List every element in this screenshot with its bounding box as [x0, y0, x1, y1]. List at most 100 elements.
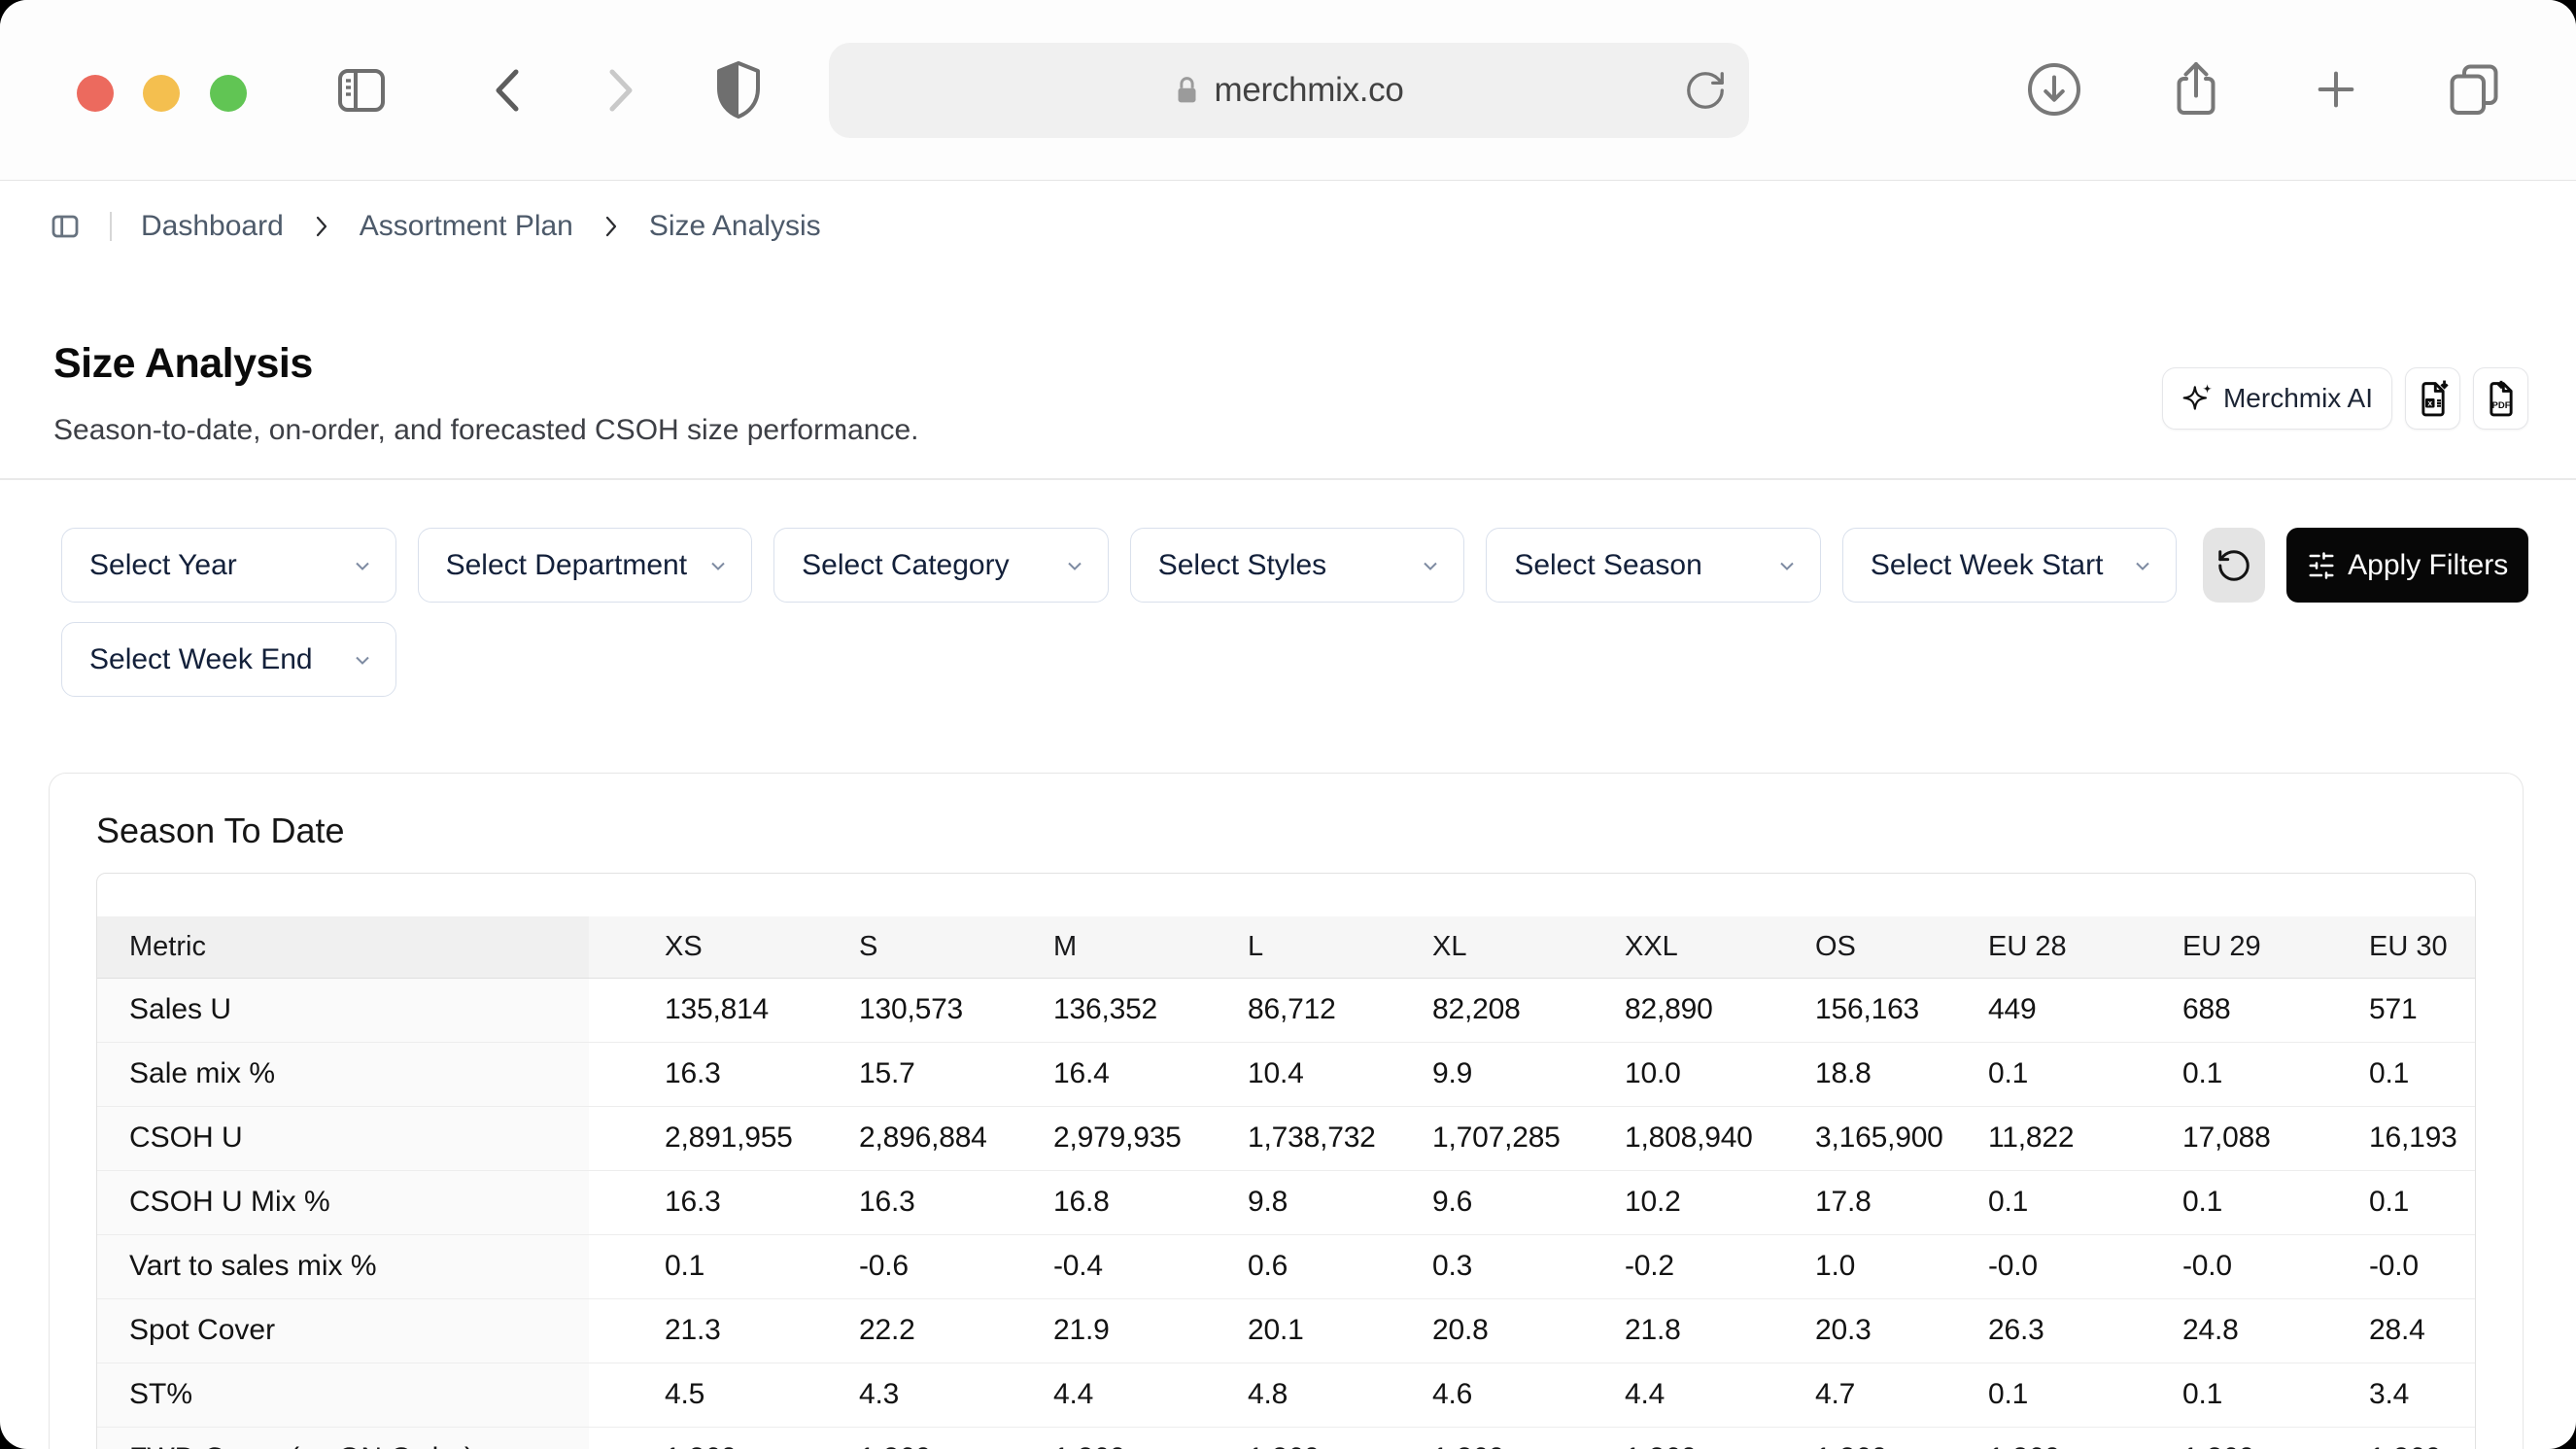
table-cell: 18.8	[1739, 1042, 1912, 1107]
table-cell: 136,352	[978, 978, 1172, 1043]
breadcrumb: Dashboard Assortment Plan Size Analysis	[50, 210, 821, 243]
table-cell: 3,165,900	[1739, 1106, 1943, 1171]
chevron-right-icon	[602, 214, 620, 239]
select-season[interactable]: Select Season	[1486, 528, 1821, 603]
chevron-down-icon	[356, 656, 369, 665]
chevron-down-icon	[1068, 562, 1082, 570]
table-cell: 1,260	[1739, 1427, 1912, 1449]
column-header-s: S	[783, 916, 978, 979]
table-cell: 9.6	[1357, 1170, 1549, 1235]
column-header-m: M	[978, 916, 1172, 979]
address-bar[interactable]: merchmix.co	[829, 43, 1749, 138]
breadcrumb-size-analysis[interactable]: Size Analysis	[648, 210, 821, 242]
row-label: CSOH U Mix %	[97, 1170, 589, 1235]
minimize-window-button[interactable]	[143, 75, 180, 112]
table-cell: 16.3	[589, 1042, 783, 1107]
column-header-l: L	[1172, 916, 1357, 979]
table-cell: 4.4	[1549, 1363, 1739, 1428]
table-cell: 20.3	[1739, 1298, 1912, 1363]
table-cell: 16.8	[978, 1170, 1172, 1235]
panel-toggle-icon[interactable]	[50, 211, 81, 242]
reset-filters-button[interactable]	[2203, 528, 2266, 603]
svg-text:PDF: PDF	[2491, 400, 2510, 411]
table-cell: -0.2	[1549, 1234, 1739, 1299]
column-header-eu28: EU 28	[1912, 916, 2107, 979]
excel-file-icon: x	[2421, 380, 2449, 417]
chevron-down-icon	[1780, 562, 1794, 570]
filters: Select Year Select Department Select Cat…	[61, 528, 2529, 697]
table-cell: 82,890	[1549, 978, 1739, 1043]
table-cell: 156,163	[1739, 978, 1919, 1043]
section-divider	[0, 478, 2576, 480]
table-cell: 0.1	[2293, 1170, 2475, 1235]
export-excel-button[interactable]: x	[2405, 367, 2460, 430]
table-cell: 0.1	[2107, 1363, 2293, 1428]
table-cell: 10.2	[1549, 1170, 1739, 1235]
table-cell: 4.3	[783, 1363, 978, 1428]
lock-icon	[1178, 77, 1196, 103]
table-cell: 0.1	[2107, 1042, 2293, 1107]
table-cell: 1,260	[1172, 1427, 1357, 1449]
table-row: FWD Cover (ex ON Order) 1,260 1,260 1,26…	[97, 1427, 2475, 1449]
table-cell: 0.1	[1912, 1170, 2107, 1235]
new-tab-icon[interactable]	[2309, 62, 2363, 117]
table-cell: 21.8	[1549, 1298, 1739, 1363]
table-cell: 17,088	[2107, 1106, 2293, 1171]
select-year[interactable]: Select Year	[61, 528, 396, 603]
sidebar-toggle-icon[interactable]	[335, 62, 388, 119]
back-icon[interactable]	[491, 66, 526, 115]
merchmix-ai-button[interactable]: Merchmix AI	[2161, 367, 2392, 430]
table-header-row: Metric XS S M L XL XXL OS EU 28 EU 29 EU…	[97, 916, 2475, 979]
table-cell: 0.1	[2293, 1042, 2475, 1107]
tab-overview-icon[interactable]	[2445, 58, 2503, 119]
breadcrumb-assortment-plan[interactable]: Assortment Plan	[359, 210, 573, 242]
table-cell: 571	[2293, 978, 2475, 1043]
table-cell: 10.4	[1172, 1042, 1357, 1107]
select-category[interactable]: Select Category	[773, 528, 1109, 603]
row-label: Sale mix %	[97, 1042, 589, 1107]
close-window-button[interactable]	[77, 75, 114, 112]
table-cell: 0.6	[1172, 1234, 1357, 1299]
url-text: merchmix.co	[1214, 71, 1404, 109]
table-cell: -0.0	[2293, 1234, 2475, 1299]
chevron-right-icon	[313, 214, 330, 239]
select-department[interactable]: Select Department	[417, 528, 753, 603]
breadcrumb-dashboard[interactable]: Dashboard	[141, 210, 284, 242]
privacy-shield-icon[interactable]	[712, 58, 765, 121]
column-header-metric: Metric	[97, 916, 589, 979]
row-label: Vart to sales mix %	[97, 1234, 589, 1299]
table-cell: 1,808,940	[1549, 1106, 1753, 1171]
season-to-date-card: Season To Date Metric XS S M L XL	[49, 773, 2524, 1449]
table-cell: 26.3	[1912, 1298, 2107, 1363]
table-cell: 1.0	[1739, 1234, 1912, 1299]
share-icon[interactable]	[2167, 58, 2225, 119]
reload-icon[interactable]	[1683, 68, 1728, 113]
table-cell: -0.4	[978, 1234, 1172, 1299]
table-cell: 21.3	[589, 1298, 783, 1363]
forward-icon[interactable]	[602, 66, 637, 115]
size-table-container[interactable]: Metric XS S M L XL XXL OS EU 28 EU 29 EU…	[96, 873, 2476, 1449]
apply-filters-button[interactable]: Apply Filters	[2286, 528, 2529, 603]
table-row: CSOH U Mix % 16.3 16.3 16.8 9.8 9.6 10.2…	[97, 1170, 2475, 1235]
select-week-start[interactable]: Select Week Start	[1841, 528, 2178, 603]
table-cell: 17.8	[1739, 1170, 1912, 1235]
table-cell: 135,814	[589, 978, 783, 1043]
table-cell: 24.8	[2107, 1298, 2293, 1363]
rotate-ccw-icon	[2218, 549, 2250, 581]
select-week-end[interactable]: Select Week End	[61, 622, 396, 697]
zoom-window-button[interactable]	[210, 75, 247, 112]
table-cell: 16.3	[783, 1170, 978, 1235]
row-label: CSOH U	[97, 1106, 589, 1171]
table-cell: 22.2	[783, 1298, 978, 1363]
sliders-icon	[2309, 551, 2334, 579]
table-cell: 15.7	[783, 1042, 978, 1107]
table-cell: 1,738,732	[1172, 1106, 1376, 1171]
downloads-icon[interactable]	[2025, 60, 2083, 119]
select-styles[interactable]: Select Styles	[1129, 528, 1465, 603]
table-cell: 688	[2107, 978, 2293, 1043]
table-cell: 16,193	[2293, 1106, 2475, 1171]
table-cell: 4.5	[589, 1363, 783, 1428]
table-cell: 4.7	[1739, 1363, 1912, 1428]
export-pdf-button[interactable]: PDF	[2473, 367, 2528, 430]
table-cell: -0.0	[2107, 1234, 2293, 1299]
